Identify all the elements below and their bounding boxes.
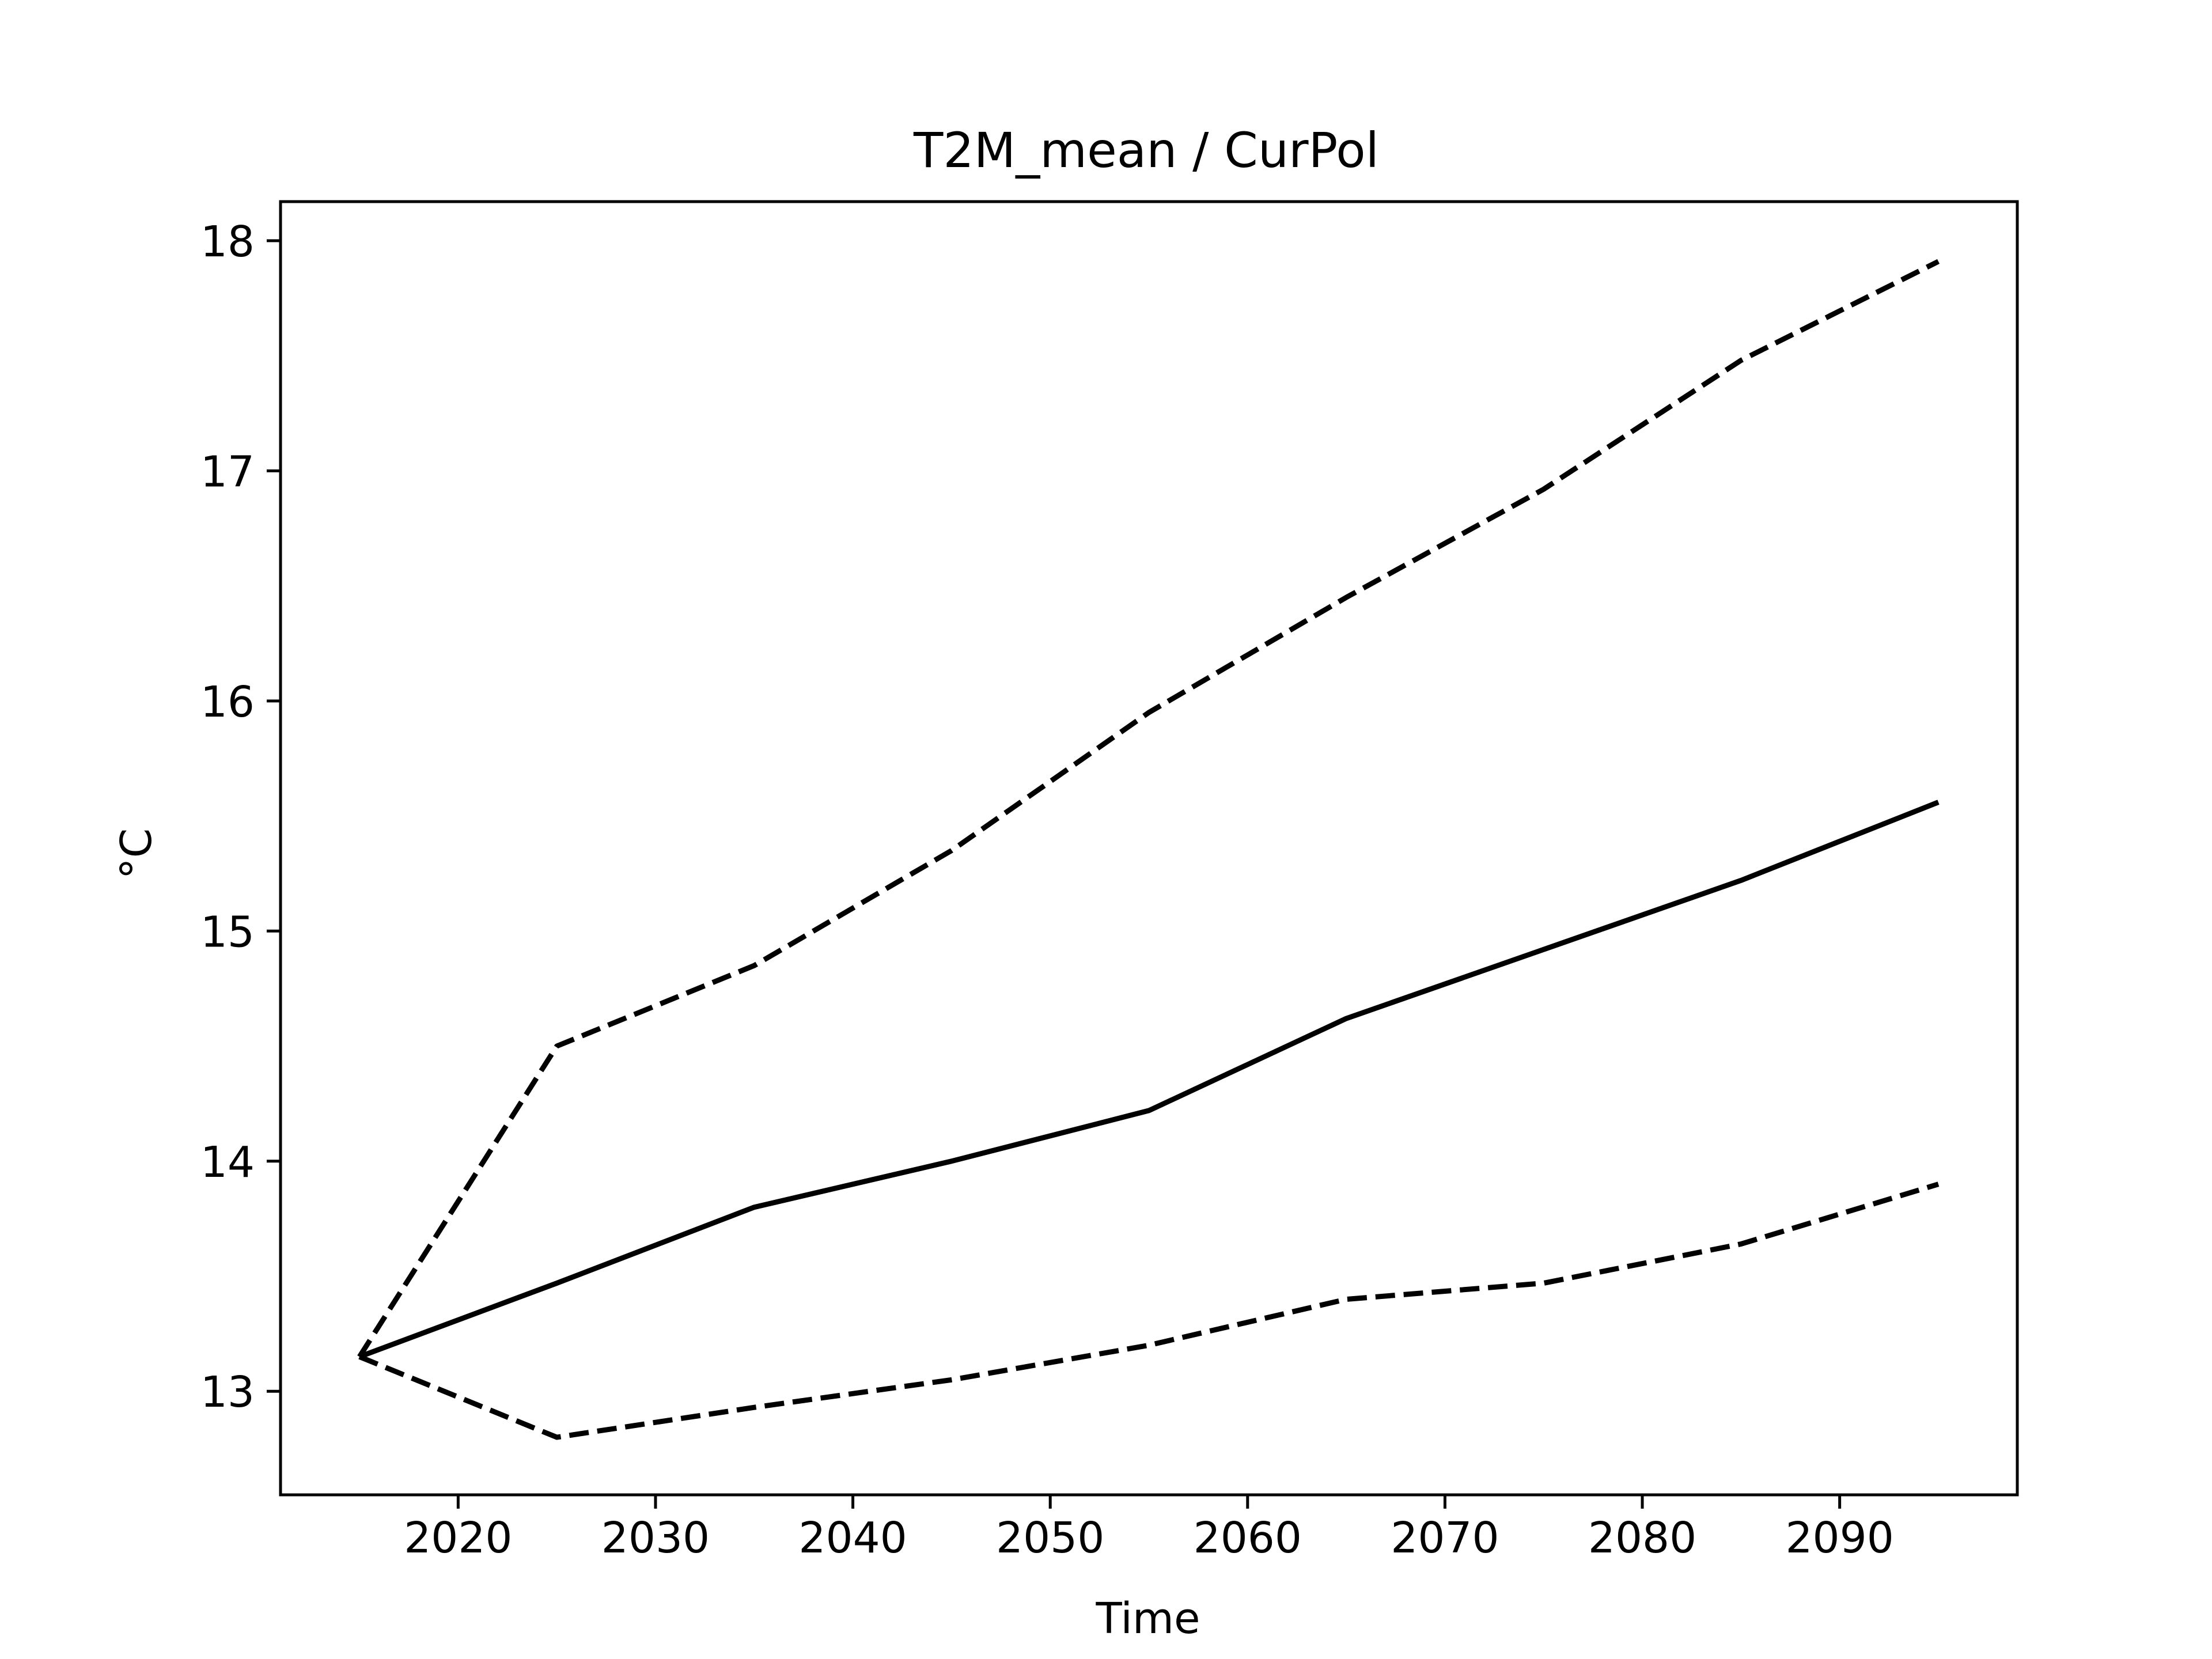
y-tick-label: 16 bbox=[200, 677, 255, 727]
y-axis-label: °C bbox=[112, 828, 161, 880]
x-tick-label: 2060 bbox=[1194, 1513, 1302, 1563]
plot-lines bbox=[357, 259, 1940, 1440]
x-tick-label: 2090 bbox=[1785, 1513, 1893, 1563]
x-axis-label: Time bbox=[1095, 1594, 1200, 1643]
series-line-1 bbox=[358, 800, 1940, 1359]
y-axis-ticks: 13 14 15 16 17 18 bbox=[200, 217, 281, 1417]
x-tick-label: 2020 bbox=[404, 1513, 512, 1563]
y-tick-label: 15 bbox=[200, 907, 255, 957]
x-axis-ticks: 2020 2030 2040 2050 2060 2070 2080 2090 bbox=[404, 1495, 1894, 1563]
plot-frame bbox=[279, 200, 2019, 1497]
x-tick-label: 2030 bbox=[601, 1513, 710, 1563]
chart-title: T2M_mean / CurPol bbox=[913, 122, 1379, 179]
y-tick-label: 13 bbox=[200, 1368, 255, 1417]
series-line-3 bbox=[358, 1181, 1940, 1440]
x-tick-label: 2050 bbox=[996, 1513, 1104, 1563]
x-tick-label: 2080 bbox=[1588, 1513, 1696, 1563]
y-tick-label: 14 bbox=[200, 1138, 255, 1187]
x-tick-label: 2070 bbox=[1391, 1513, 1499, 1563]
x-tick-label: 2040 bbox=[798, 1513, 907, 1563]
series-line-2 bbox=[357, 259, 1940, 1358]
y-tick-label: 18 bbox=[200, 217, 255, 267]
y-tick-label: 17 bbox=[200, 447, 255, 497]
